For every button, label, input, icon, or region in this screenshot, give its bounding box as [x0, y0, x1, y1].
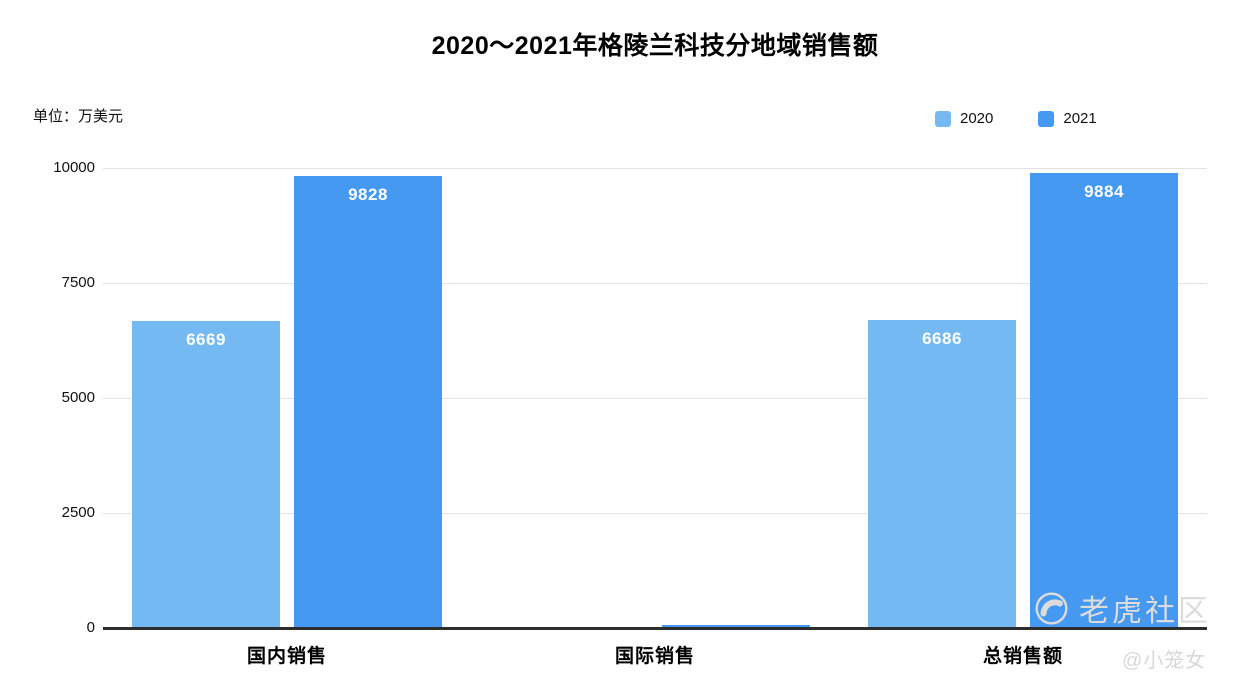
x-axis-category-label: 国际销售	[614, 646, 695, 667]
x-axis-category-label: 国内销售	[246, 646, 327, 667]
y-axis-tick-label: 0	[86, 619, 95, 636]
bar-value-label: 6669	[186, 330, 226, 350]
bar-value-label: 9884	[1084, 182, 1124, 202]
chart-title: 2020～2021年格陵兰科技分地域销售额	[431, 32, 879, 60]
y-axis-tick-label: 10000	[53, 159, 95, 176]
plot-area: 6669 9828 6686 9884	[103, 168, 1207, 630]
x-axis-line	[103, 627, 1207, 630]
gridline	[103, 168, 1207, 169]
bar-group-总销售额: 6686 9884	[839, 168, 1207, 628]
bar-2020-总销售额[interactable]: 6686	[868, 320, 1016, 628]
legend-item-2021[interactable]: 2021	[1038, 110, 1097, 127]
y-axis: 0 2500 5000 7500 10000	[0, 0, 95, 686]
unit-label: 单位：万美元	[33, 108, 124, 125]
bar-2020-国内销售[interactable]: 6669	[132, 321, 280, 628]
gridline	[103, 398, 1207, 399]
gridline	[103, 513, 1207, 514]
bar-value-label: 6686	[922, 329, 962, 349]
gridline	[103, 283, 1207, 284]
legend-label: 2020	[960, 110, 994, 127]
x-axis-labels: 国内销售 国际销售 总销售额	[103, 641, 1207, 668]
y-axis-tick-label: 2500	[61, 504, 95, 521]
bar-group-国际销售	[471, 168, 839, 628]
legend-label: 2021	[1063, 110, 1097, 127]
bar-2021-国际销售[interactable]	[662, 625, 810, 628]
x-axis-category-label: 总销售额	[982, 646, 1063, 667]
bar-value-label: 9828	[348, 184, 388, 204]
y-axis-tick-label: 7500	[61, 274, 95, 291]
legend: 2020 2021	[935, 110, 1097, 127]
legend-item-2020[interactable]: 2020	[935, 110, 993, 127]
legend-swatch-icon	[1038, 110, 1055, 127]
y-axis-tick-label: 5000	[61, 389, 95, 406]
bar-2021-总销售额[interactable]: 9884	[1030, 173, 1178, 628]
bar-groups: 6669 9828 6686 9884	[103, 168, 1207, 628]
legend-swatch-icon	[935, 110, 951, 127]
bar-group-国内销售: 6669 9828	[103, 168, 471, 628]
bar-2021-国内销售[interactable]: 9828	[294, 175, 442, 628]
